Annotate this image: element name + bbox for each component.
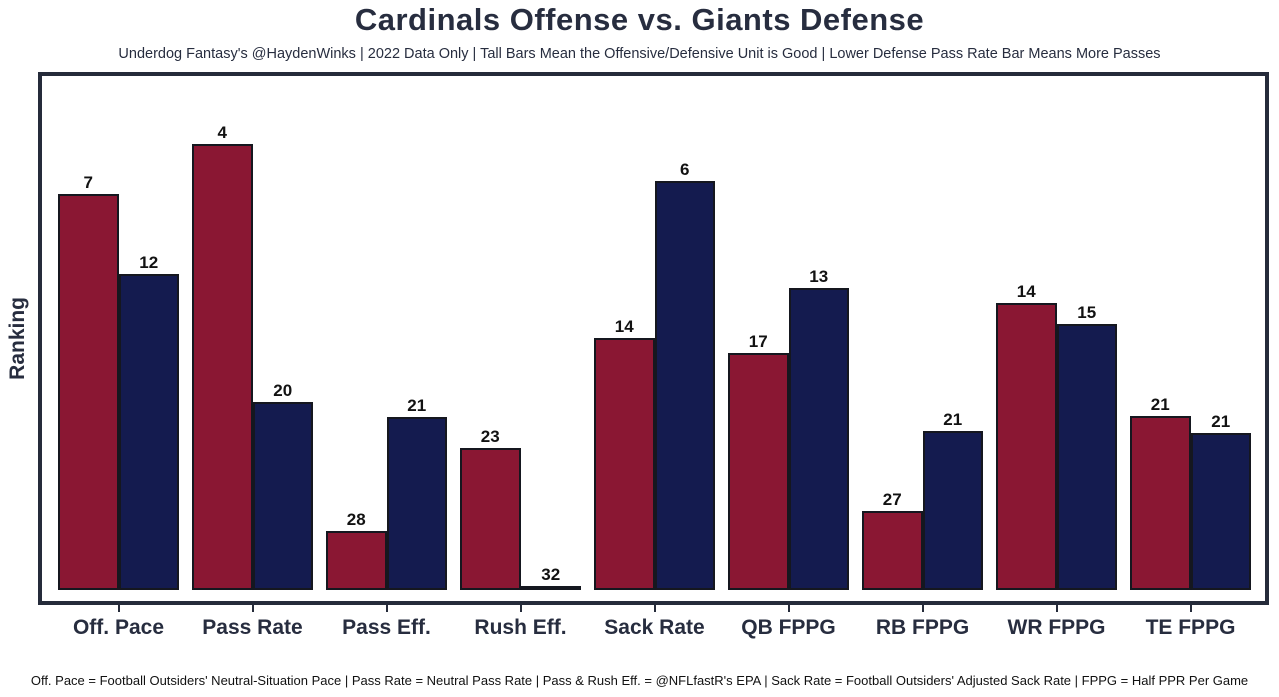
x-tick bbox=[921, 605, 924, 612]
defense-bar-column: 32 bbox=[520, 76, 581, 590]
bar-value-label: 17 bbox=[748, 332, 768, 351]
x-tick-cell bbox=[996, 605, 1117, 612]
offense-bar-column: 14 bbox=[594, 76, 655, 590]
defense-bar-column: 13 bbox=[788, 76, 849, 590]
offense-bar bbox=[862, 510, 923, 590]
offense-bar bbox=[192, 143, 253, 590]
x-tick bbox=[519, 605, 522, 612]
bar-value-label: 14 bbox=[1016, 282, 1036, 302]
defense-bar-column: 15 bbox=[1056, 76, 1117, 590]
bar-group: 28 21 bbox=[326, 76, 447, 590]
bar-value-label: 21 bbox=[943, 410, 963, 430]
x-axis-label: QB FPPG bbox=[741, 616, 836, 639]
x-tick-cell bbox=[58, 605, 179, 612]
defense-bar bbox=[654, 180, 715, 590]
bar-group: 7 12 bbox=[58, 76, 179, 590]
x-tick bbox=[117, 605, 120, 612]
bar-value-label: 15 bbox=[1077, 303, 1097, 323]
bar-value-label: 27 bbox=[882, 489, 902, 509]
bar-group: 4 20 bbox=[192, 76, 313, 590]
defense-bar bbox=[1056, 324, 1117, 590]
x-tick-cell bbox=[1130, 605, 1251, 612]
x-tick-cell bbox=[862, 605, 983, 612]
defense-bar bbox=[922, 431, 983, 590]
offense-bar bbox=[1130, 415, 1191, 590]
bar-value-label: 7 bbox=[83, 173, 93, 193]
bar-value-label: 32 bbox=[541, 565, 561, 584]
bar-value-label: 4 bbox=[217, 122, 227, 142]
bar-group: 14 6 bbox=[594, 76, 715, 590]
x-axis-label: Pass Eff. bbox=[342, 616, 431, 639]
bar-group: 23 32 bbox=[460, 76, 581, 590]
y-axis-label: Ranking bbox=[6, 297, 29, 380]
offense-bar-column: 17 bbox=[728, 76, 789, 590]
offense-bar bbox=[594, 338, 655, 590]
offense-bar bbox=[996, 303, 1057, 590]
defense-bar bbox=[118, 273, 179, 590]
bar-value-label: 20 bbox=[273, 380, 293, 400]
offense-bar-column: 23 bbox=[460, 76, 521, 590]
bar-value-label: 28 bbox=[346, 509, 366, 529]
defense-bar-column: 12 bbox=[118, 76, 179, 590]
bar-value-label: 21 bbox=[1211, 412, 1231, 432]
bar-group: 17 13 bbox=[728, 76, 849, 590]
defense-bar-column: 21 bbox=[1190, 76, 1251, 590]
x-axis-label: Pass Rate bbox=[202, 616, 303, 639]
defense-bar-column: 21 bbox=[386, 76, 447, 590]
offense-bar-column: 14 bbox=[996, 76, 1057, 590]
defense-bar-column: 21 bbox=[922, 76, 983, 590]
offense-bar-column: 27 bbox=[862, 76, 923, 590]
x-tick-cell bbox=[460, 605, 581, 612]
x-tick bbox=[653, 605, 656, 612]
bar-value-label: 21 bbox=[1150, 394, 1170, 414]
x-axis-label: RB FPPG bbox=[875, 616, 970, 639]
offense-bar bbox=[460, 448, 521, 590]
offense-bar bbox=[728, 353, 789, 590]
x-tick bbox=[251, 605, 254, 612]
bar-value-label: 14 bbox=[614, 317, 634, 337]
bar-value-label: 12 bbox=[139, 252, 159, 272]
x-axis-label: TE FPPG bbox=[1145, 616, 1236, 639]
bar-group: 21 21 bbox=[1130, 76, 1251, 590]
offense-bar bbox=[58, 194, 119, 590]
offense-bar-column: 21 bbox=[1130, 76, 1191, 590]
defense-bar-column: 6 bbox=[654, 76, 715, 590]
defense-bar bbox=[788, 287, 849, 590]
bar-value-label: 21 bbox=[407, 395, 427, 415]
x-axis-label: Sack Rate bbox=[604, 616, 705, 639]
x-tick-cell bbox=[594, 605, 715, 612]
x-axis-label: WR FPPG bbox=[1007, 616, 1106, 639]
bar-value-label: 23 bbox=[480, 427, 500, 447]
offense-bar-column: 4 bbox=[192, 76, 253, 590]
x-axis-label: Off. Pace bbox=[72, 616, 165, 639]
x-tick bbox=[1189, 605, 1192, 612]
x-axis-ticks bbox=[42, 605, 1265, 612]
bar-value-label: 6 bbox=[680, 159, 690, 179]
defense-bar bbox=[1190, 433, 1251, 590]
defense-bar bbox=[252, 401, 313, 590]
x-tick bbox=[787, 605, 790, 612]
bars-area: 7 12 4 20 28 21 23 32 14 6 17 13 27 21 14 15 21 21 bbox=[42, 76, 1265, 601]
defense-bar bbox=[520, 586, 581, 590]
x-tick-cell bbox=[192, 605, 313, 612]
x-tick bbox=[385, 605, 388, 612]
offense-bar-column: 28 bbox=[326, 76, 387, 590]
chart-title: Cardinals Offense vs. Giants Defense bbox=[354, 2, 925, 37]
defense-bar bbox=[386, 416, 447, 590]
x-tick-cell bbox=[326, 605, 447, 612]
defense-bar-column: 20 bbox=[252, 76, 313, 590]
x-axis-labels: Off. Pace Pass Rate Pass Eff. Rush Eff. Sack… bbox=[42, 616, 1265, 640]
plot-area: 7 12 4 20 28 21 23 32 14 6 17 13 27 21 14 15 21 21 bbox=[38, 72, 1269, 605]
bar-group: 27 21 bbox=[862, 76, 983, 590]
chart-subtitle: Underdog Fantasy's @HaydenWinks | 2022 D… bbox=[118, 46, 1161, 62]
x-axis-label: Rush Eff. bbox=[474, 616, 567, 639]
bar-group: 14 15 bbox=[996, 76, 1117, 590]
bar-value-label: 13 bbox=[809, 266, 829, 286]
x-tick bbox=[1055, 605, 1058, 612]
footnote: Off. Pace = Football Outsiders' Neutral-… bbox=[30, 673, 1249, 688]
y-axis: Ranking bbox=[0, 72, 36, 605]
offense-bar bbox=[326, 530, 387, 590]
offense-bar-column: 7 bbox=[58, 76, 119, 590]
x-tick-cell bbox=[728, 605, 849, 612]
